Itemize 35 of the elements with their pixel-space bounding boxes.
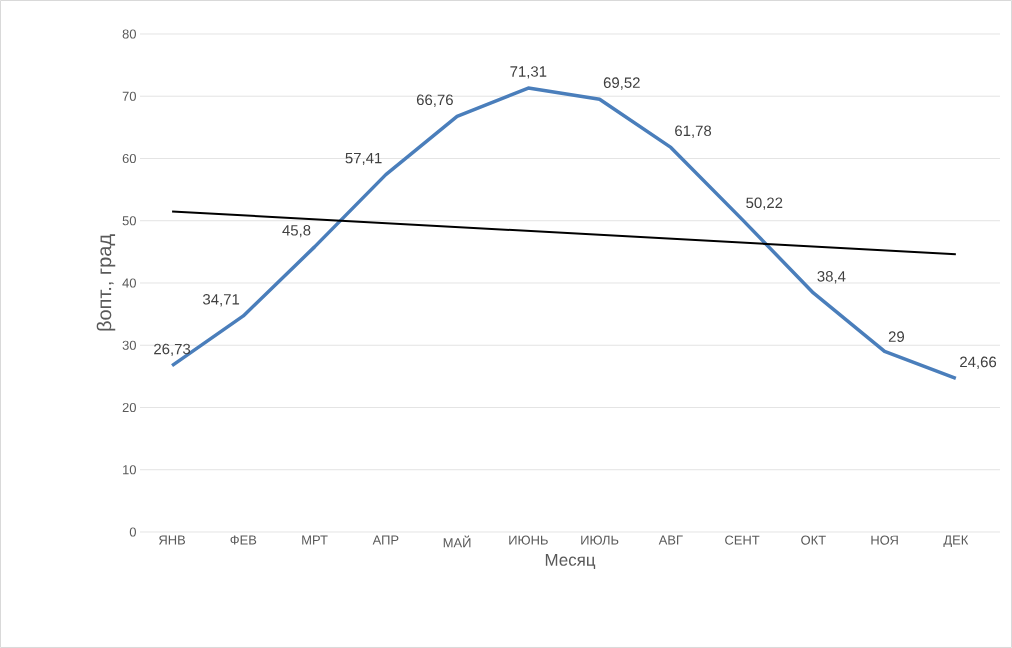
x-tick-label: ДЕК — [943, 535, 969, 547]
data-label: 66,76 — [416, 94, 453, 107]
x-tick-label: НОЯ — [871, 535, 898, 545]
data-label: 29 — [888, 331, 905, 342]
x-tick-label: ОКТ — [801, 535, 826, 545]
x-tick-label: МАЙ — [443, 535, 471, 548]
y-tick-label: 30 — [122, 340, 136, 350]
y-tick-label: 10 — [123, 465, 136, 475]
x-axis-title: Месяц — [545, 554, 596, 570]
data-label: 69,52 — [603, 77, 640, 90]
x-tick-label: АПР — [372, 535, 399, 545]
x-tick-label: АВГ — [658, 535, 683, 545]
y-tick-label: 70 — [122, 91, 136, 101]
y-tick-label: 0 — [129, 527, 136, 537]
x-tick-label: ИЮНЬ — [509, 535, 548, 545]
x-tick-label: ИЮЛЬ — [581, 535, 619, 545]
y-tick-label: 40 — [122, 278, 136, 288]
data-label: 34,71 — [202, 294, 240, 307]
data-label: 26,73 — [154, 343, 191, 357]
data-label: 24,66 — [960, 356, 997, 369]
data-label: 45,8 — [282, 225, 311, 238]
y-axis-title: βопт., град — [96, 234, 116, 331]
data-label: 50,22 — [746, 197, 783, 210]
x-tick-label: СЕНТ — [725, 535, 760, 545]
data-label: 38,4 — [817, 271, 846, 284]
y-tick-label: 50 — [122, 216, 136, 226]
y-tick-label: 80 — [122, 29, 136, 39]
x-tick-label: ФЕВ — [230, 535, 257, 545]
data-label: 71,31 — [510, 66, 547, 79]
data-label: 61,78 — [675, 125, 712, 138]
y-tick-label: 60 — [122, 153, 136, 164]
data-label: 57,41 — [345, 152, 382, 166]
x-tick-label: ЯНВ — [159, 535, 186, 545]
y-tick-label: 20 — [122, 402, 136, 413]
x-tick-label: МРТ — [302, 535, 328, 545]
